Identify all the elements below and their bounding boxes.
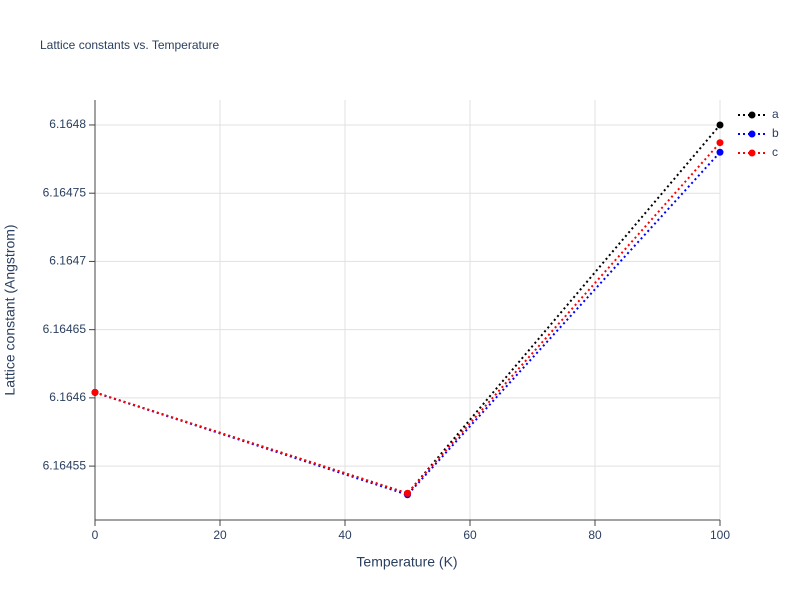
y-tick-label: 6.1647 [49, 254, 86, 268]
series-line [94, 142, 721, 495]
point [716, 139, 724, 147]
x-tick-label: 100 [710, 528, 730, 542]
series-line [94, 151, 721, 496]
legend-marker [748, 130, 756, 138]
legend-marker [748, 149, 756, 157]
x-axis-label: Temperature (K) [356, 554, 457, 570]
series [91, 139, 724, 497]
y-tick-label: 6.1646 [49, 390, 86, 404]
series [91, 121, 724, 497]
y-axis-label: Lattice constant (Angstrom) [2, 224, 18, 395]
series [91, 148, 724, 499]
x-tick-label: 60 [463, 528, 477, 542]
point [716, 121, 724, 129]
point [404, 489, 411, 497]
point [716, 148, 724, 156]
legend-label: b [772, 126, 779, 140]
y-tick-label: 6.16455 [43, 458, 87, 472]
point [91, 388, 99, 396]
y-tick-label: 6.16475 [43, 185, 87, 199]
series-line [94, 124, 721, 495]
legend-label: c [772, 145, 778, 159]
legend-label: a [772, 107, 779, 121]
legend-marker [748, 111, 756, 119]
y-tick-label: 6.16465 [43, 322, 87, 336]
x-tick-label: 20 [213, 528, 227, 542]
x-tick-label: 40 [338, 528, 352, 542]
y-tick-label: 6.1648 [49, 117, 86, 131]
x-tick-label: 0 [92, 528, 99, 542]
chart-title: Lattice constants vs. Temperature [40, 38, 220, 52]
x-tick-label: 80 [588, 528, 602, 542]
